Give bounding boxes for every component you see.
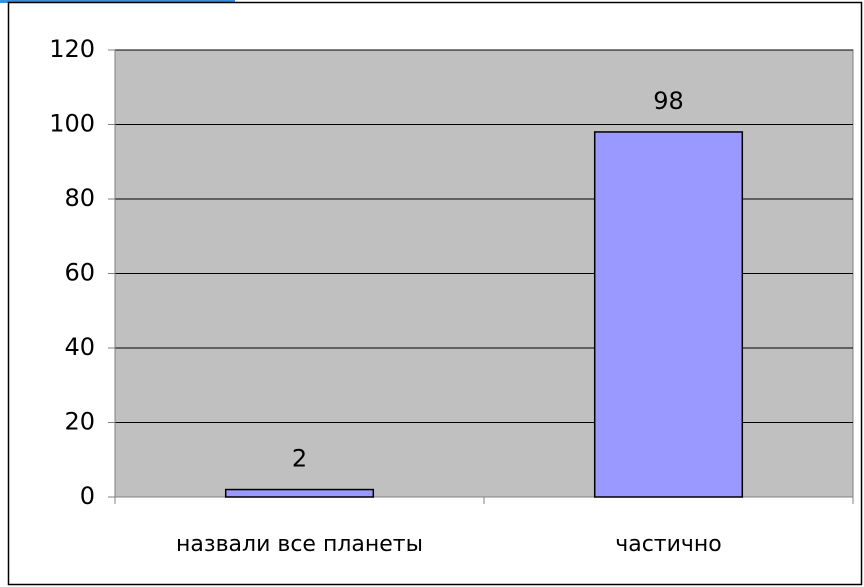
y-tick-label: 20 — [64, 408, 95, 436]
data-label: 2 — [292, 445, 307, 473]
x-tick-label: назвали все планеты — [176, 532, 423, 557]
y-tick-label: 80 — [64, 184, 95, 212]
y-tick-label: 100 — [49, 110, 95, 138]
y-tick-label: 40 — [64, 333, 95, 361]
bar — [593, 131, 744, 498]
top-strip — [0, 0, 235, 3]
x-tick-label: частично — [615, 532, 722, 557]
y-tick-label: 60 — [64, 259, 95, 287]
y-tick-label: 0 — [80, 482, 95, 510]
y-tick-label: 120 — [49, 35, 95, 63]
bar — [224, 488, 375, 498]
data-label: 98 — [653, 87, 684, 115]
